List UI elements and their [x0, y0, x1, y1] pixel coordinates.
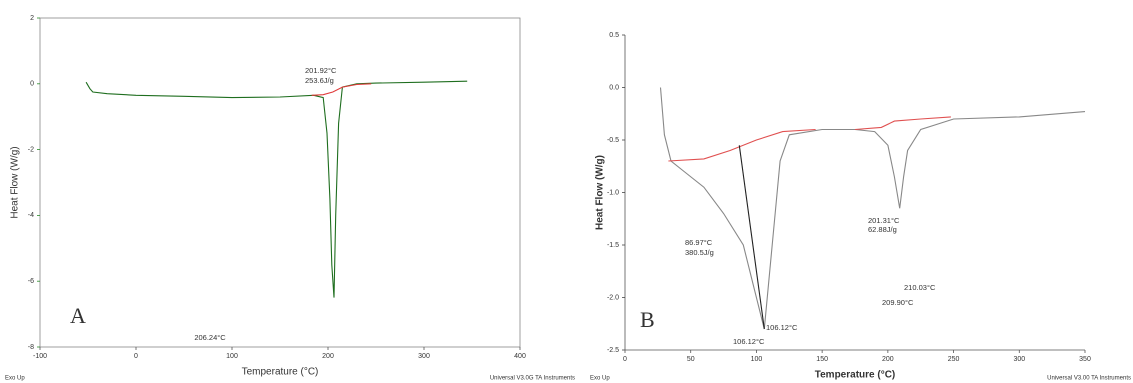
x-tick-label: 400 [514, 353, 526, 360]
curve [85, 80, 468, 298]
curve [854, 116, 951, 131]
x-axis-label: Temperature (°C) [242, 367, 319, 378]
curve [311, 83, 372, 96]
y-tick-label: -2.5 [607, 347, 619, 354]
annotation: 380.5J/g [685, 248, 714, 257]
y-axis-label: Heat Flow (W/g) [10, 146, 21, 218]
annotation: 201.92°C [305, 66, 337, 75]
y-tick-label: -6 [28, 278, 34, 285]
y-tick-label: 0.5 [609, 32, 619, 39]
y-tick-label: -4 [28, 212, 34, 219]
y-axis-label: Heat Flow (W/g) [595, 155, 606, 230]
x-tick-label: 0 [623, 356, 627, 363]
x-tick-label: 350 [1079, 356, 1091, 363]
x-axis-label: Temperature (°C) [815, 370, 896, 381]
x-tick-label: 300 [1013, 356, 1025, 363]
annotation: 206.24°C [194, 333, 226, 342]
y-tick-label: -1.5 [607, 242, 619, 249]
y-tick-label: -2.0 [607, 294, 619, 301]
y-tick-label: -1.0 [607, 189, 619, 196]
footer-right: Universal V3.0G TA Instruments [490, 376, 575, 382]
panel-label: A [70, 303, 86, 328]
annotation: 201.31°C [868, 216, 900, 225]
annotation: 210.03°C [904, 283, 936, 292]
x-tick-label: 200 [882, 356, 894, 363]
x-tick-label: 100 [751, 356, 763, 363]
panel-label: B [640, 307, 655, 332]
y-tick-label: 2 [30, 15, 34, 22]
x-tick-label: 250 [948, 356, 960, 363]
x-tick-label: 0 [134, 353, 138, 360]
footer-left: Exo Up [5, 376, 25, 382]
y-tick-label: -0.5 [607, 137, 619, 144]
x-tick-label: 50 [687, 356, 695, 363]
x-tick-label: 300 [418, 353, 430, 360]
annotation: 62.88J/g [868, 225, 897, 234]
annotation: 253.6J/g [305, 76, 334, 85]
y-tick-label: -8 [28, 344, 34, 351]
annotation: 209.90°C [882, 298, 914, 307]
plot-frame [39, 17, 521, 348]
x-tick-label: 200 [322, 353, 334, 360]
y-tick-label: 0 [30, 81, 34, 88]
annotation: 106.12°C [733, 337, 765, 346]
y-tick-label: -2 [28, 146, 34, 153]
curve [659, 87, 1086, 330]
footer-right: Universal V3.00 TA Instruments [1047, 376, 1131, 382]
x-tick-label: 100 [226, 353, 238, 360]
curve [738, 145, 765, 330]
annotation: 86.97°C [685, 238, 713, 247]
curve [668, 128, 816, 162]
x-tick-label: -100 [33, 353, 47, 360]
annotation: 106.12°C [766, 323, 798, 332]
footer-left: Exo Up [590, 376, 610, 382]
y-tick-label: 0.0 [609, 84, 619, 91]
x-tick-label: 150 [816, 356, 828, 363]
